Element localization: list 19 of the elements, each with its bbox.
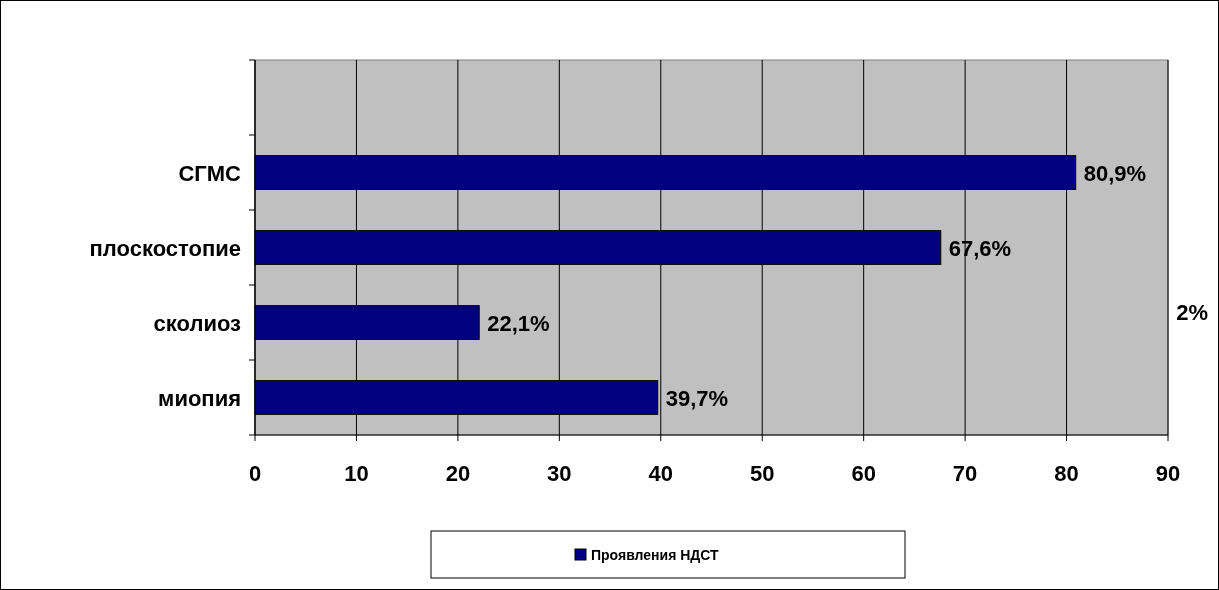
y-tick-label: миопия <box>158 385 241 411</box>
legend-label: Проявления НДСТ <box>591 547 720 563</box>
data-label: 39,7% <box>665 385 729 411</box>
x-tick-label: 80 <box>1054 461 1079 486</box>
y-tick-label: плоскостопие <box>89 235 241 261</box>
x-tick-label: 40 <box>648 461 674 486</box>
x-tick-label: 60 <box>851 461 876 486</box>
y-tick-label: сколиоз <box>153 310 242 336</box>
data-label: 22,1% <box>487 310 550 336</box>
x-tick-label: 0 <box>248 461 262 486</box>
x-tick-label: 70 <box>952 461 978 486</box>
x-tick-label: 50 <box>749 461 775 486</box>
y-tick-label: СГМС <box>178 160 242 186</box>
text: 2% <box>1176 300 1208 325</box>
data-label: 80,9% <box>1083 160 1147 186</box>
x-tick-label: 10 <box>344 461 369 486</box>
x-tick-label: 20 <box>445 461 471 486</box>
x-tick-label: 30 <box>547 461 572 486</box>
x-tick-label: 90 <box>1155 461 1181 486</box>
